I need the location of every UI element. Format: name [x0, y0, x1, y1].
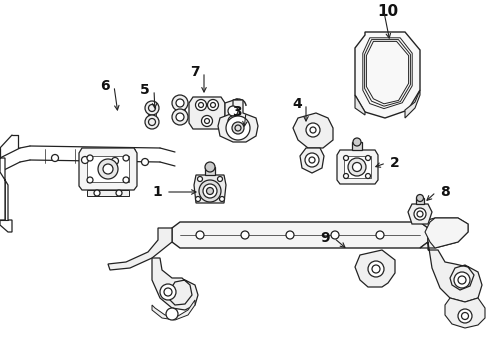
Circle shape: [166, 308, 178, 320]
Circle shape: [348, 158, 366, 176]
Circle shape: [87, 155, 93, 161]
Circle shape: [376, 231, 384, 239]
Polygon shape: [0, 158, 12, 232]
Polygon shape: [225, 99, 241, 127]
Polygon shape: [194, 175, 226, 203]
Polygon shape: [87, 190, 129, 196]
Circle shape: [226, 116, 250, 140]
Circle shape: [94, 190, 100, 196]
Polygon shape: [300, 148, 324, 173]
Circle shape: [232, 122, 244, 134]
Circle shape: [123, 155, 129, 161]
Polygon shape: [337, 150, 378, 184]
Circle shape: [172, 95, 188, 111]
Circle shape: [81, 157, 89, 163]
Polygon shape: [148, 108, 156, 122]
Circle shape: [98, 159, 118, 179]
Circle shape: [201, 116, 213, 126]
Circle shape: [145, 115, 159, 129]
Circle shape: [196, 99, 206, 111]
Polygon shape: [79, 148, 137, 190]
Circle shape: [51, 154, 58, 162]
Text: 4: 4: [292, 97, 302, 111]
Polygon shape: [355, 95, 365, 115]
Circle shape: [172, 109, 188, 125]
Circle shape: [228, 116, 238, 126]
Circle shape: [366, 174, 370, 179]
Circle shape: [207, 99, 219, 111]
Polygon shape: [108, 228, 172, 270]
Circle shape: [145, 101, 159, 115]
Circle shape: [366, 156, 370, 161]
Circle shape: [196, 231, 204, 239]
Text: 8: 8: [440, 185, 450, 199]
Circle shape: [454, 272, 470, 288]
Circle shape: [176, 99, 184, 107]
Text: 9: 9: [320, 231, 330, 245]
Text: 10: 10: [377, 4, 398, 19]
Text: 7: 7: [191, 65, 200, 79]
Circle shape: [116, 190, 122, 196]
Polygon shape: [405, 90, 420, 118]
Circle shape: [306, 123, 320, 137]
Circle shape: [218, 176, 222, 181]
Circle shape: [416, 194, 423, 202]
Circle shape: [286, 231, 294, 239]
Circle shape: [331, 231, 339, 239]
Circle shape: [458, 309, 472, 323]
Polygon shape: [218, 100, 258, 142]
Circle shape: [112, 158, 119, 165]
Circle shape: [353, 138, 361, 146]
Circle shape: [414, 208, 426, 220]
Circle shape: [368, 261, 384, 277]
Text: 2: 2: [390, 156, 400, 170]
Circle shape: [352, 162, 362, 171]
Circle shape: [87, 177, 93, 183]
Circle shape: [241, 231, 249, 239]
Polygon shape: [205, 167, 215, 175]
Circle shape: [343, 174, 348, 179]
Circle shape: [305, 153, 319, 167]
Text: 6: 6: [100, 79, 110, 93]
Polygon shape: [425, 218, 468, 248]
Polygon shape: [445, 298, 485, 328]
Polygon shape: [352, 142, 362, 150]
Polygon shape: [152, 258, 198, 310]
Circle shape: [199, 180, 221, 202]
Circle shape: [142, 158, 148, 166]
Text: 3: 3: [232, 105, 242, 119]
Polygon shape: [420, 218, 468, 248]
Circle shape: [205, 162, 215, 172]
Polygon shape: [172, 222, 428, 248]
Polygon shape: [416, 198, 424, 204]
Polygon shape: [355, 250, 395, 287]
Circle shape: [160, 284, 176, 300]
Circle shape: [197, 176, 202, 181]
Polygon shape: [175, 103, 185, 117]
Circle shape: [343, 156, 348, 161]
Polygon shape: [408, 204, 432, 224]
Polygon shape: [152, 300, 195, 320]
Circle shape: [220, 197, 224, 202]
Polygon shape: [189, 97, 225, 129]
Circle shape: [103, 164, 113, 174]
Circle shape: [203, 184, 217, 198]
Circle shape: [196, 197, 200, 202]
Circle shape: [123, 177, 129, 183]
Polygon shape: [428, 242, 482, 302]
Polygon shape: [293, 113, 333, 148]
Polygon shape: [87, 156, 129, 182]
Polygon shape: [355, 32, 420, 118]
Circle shape: [206, 188, 214, 194]
Polygon shape: [344, 156, 371, 178]
Text: 5: 5: [140, 83, 150, 97]
Circle shape: [176, 113, 184, 121]
Text: 1: 1: [152, 185, 162, 199]
Circle shape: [228, 106, 238, 116]
